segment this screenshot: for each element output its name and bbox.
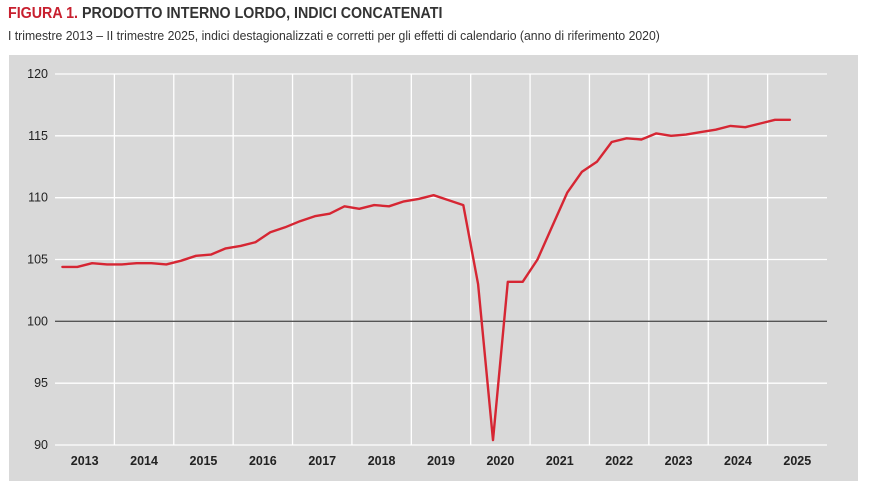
- y-tick-label: 120: [27, 67, 48, 81]
- chart-subtitle: I trimestre 2013 – II trimestre 2025, in…: [8, 28, 660, 43]
- x-tick-label: 2013: [71, 454, 99, 468]
- line-chart: 90 95 100 105 110 115 120 2013 2014 2015 2016 2017 2…: [27, 67, 827, 468]
- figure-title: PRODOTTO INTERNO LORDO, INDICI CONCATENA…: [81, 5, 443, 22]
- chart-title: FIGURA 1. PRODOTTO INTERNO LORDO, INDICI…: [8, 5, 442, 23]
- y-tick-label: 105: [27, 253, 48, 267]
- x-tick-label: 2020: [486, 454, 514, 468]
- x-tick-label: 2021: [546, 454, 574, 468]
- x-tick-label: 2014: [130, 454, 158, 468]
- x-tick-label: 2015: [190, 454, 218, 468]
- x-tick-label: 2017: [308, 454, 336, 468]
- y-tick-label: 100: [27, 314, 48, 328]
- x-tick-label: 2025: [783, 454, 811, 468]
- y-tick-label: 110: [28, 191, 48, 205]
- x-tick-label: 2019: [427, 454, 455, 468]
- y-tick-label: 115: [28, 129, 48, 143]
- y-tick-label: 90: [34, 438, 48, 452]
- chart-area: 90 95 100 105 110 115 120 2013 2014 2015 2016 2017 2…: [9, 55, 858, 481]
- x-tick-label: 2022: [605, 454, 633, 468]
- x-tick-label: 2024: [724, 454, 752, 468]
- x-tick-label: 2016: [249, 454, 277, 468]
- x-tick-label: 2018: [368, 454, 396, 468]
- y-tick-label: 95: [34, 376, 48, 390]
- gdp-series-line: [61, 118, 792, 442]
- x-tick-label: 2023: [665, 454, 693, 468]
- figure-label: FIGURA 1.: [8, 5, 78, 22]
